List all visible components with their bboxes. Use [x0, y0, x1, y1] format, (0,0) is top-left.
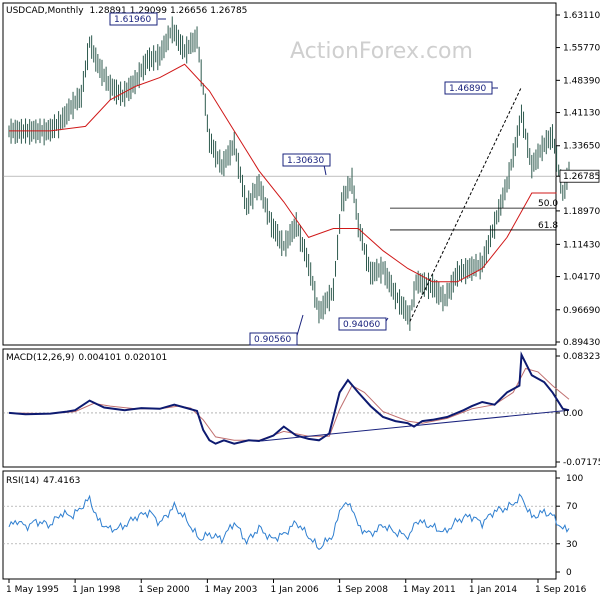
x-tick-label: 1 May 1995 [6, 585, 59, 595]
price-y-tick-label: 1.18970 [563, 207, 600, 217]
macd-y-tick-label: 0.00 [563, 409, 583, 419]
rsi-line [8, 493, 570, 551]
ohlc-high: 1.29099 [130, 6, 167, 16]
watermark: ActionForex.com [290, 39, 473, 64]
moving-average-line [9, 63, 557, 283]
x-tick-label: 1 Sep 2008 [337, 585, 389, 595]
x-tick-label: 1 Sep 2000 [138, 585, 190, 595]
macd-value: 0.004101 [78, 353, 121, 363]
rsi-y-tick-label: 30 [566, 540, 578, 550]
symbol-label: USDCAD [6, 6, 45, 16]
annotation-label: 1.61960 [114, 15, 151, 25]
price-y-tick-label: 1.33650 [563, 142, 600, 152]
annotation-box [282, 153, 331, 167]
annotation-box [249, 332, 298, 346]
annotation-box [338, 317, 387, 331]
x-tick-label: 1 May 2011 [403, 585, 456, 595]
price-panel-header: USDCAD,Monthly 1.28891 1.29099 1.26656 1.267… [6, 6, 247, 16]
x-tick-label: 1 May 2003 [204, 585, 257, 595]
rsi-y-tick-label: 0 [566, 568, 572, 578]
price-y-tick-label: 1.63110 [563, 11, 600, 21]
price-y-tick-label: 1.41130 [563, 109, 600, 119]
macd-line [8, 351, 570, 445]
ohlc-low: 1.26656 [170, 6, 207, 16]
macd-y-tick-label: -0.071752 [563, 458, 600, 468]
series-layer [8, 16, 570, 551]
price-y-tick-label: 0.96690 [563, 306, 600, 316]
x-tick-label: 1 Jan 1998 [72, 585, 120, 595]
rsi-panel-header: RSI(14) 47.4163 [6, 476, 80, 486]
annotation-label: 0.94060 [343, 320, 380, 330]
macd-label: MACD(12,26,9) [6, 353, 74, 363]
annotation-box [109, 12, 158, 26]
annotation-label: 0.90560 [254, 335, 291, 345]
last-price-marker [559, 169, 600, 183]
timeframe-label: Monthly [47, 6, 84, 16]
annotation-label: 1.30630 [287, 156, 324, 166]
rsi-y-tick-label: 100 [566, 474, 583, 484]
rsi-label: RSI(14) [6, 476, 39, 486]
projection-dashed-line [409, 86, 522, 322]
x-tick-label: 1 Jan 2014 [469, 585, 517, 595]
annotation-label: 1.46890 [449, 84, 486, 94]
price-y-tick-label: 1.55770 [563, 44, 600, 54]
x-tick-label: 1 Jan 2006 [271, 585, 319, 595]
rsi-value: 47.4163 [43, 476, 80, 486]
annotation-box [444, 81, 493, 95]
macd-y-tick-label: 0.083235 [563, 352, 600, 362]
rsi-panel-frame [2, 470, 557, 580]
price-y-tick-label: 1.04170 [563, 273, 600, 283]
macd-panel-frame [2, 348, 557, 468]
macd-trendline [261, 409, 570, 442]
macd-signal-value: 0.020101 [124, 353, 167, 363]
axes-layer: 1.63110 1.55770 1.48390 1.41130 1.33650 1.267… [6, 11, 600, 595]
price-y-tick-label: 1.11430 [563, 240, 600, 250]
macd-panel-header: MACD(12,26,9) 0.004101 0.020101 [6, 353, 167, 363]
last-price-label: 1.26785 [563, 172, 600, 182]
x-tick-label: 1 Sep 2016 [535, 585, 587, 595]
ohlc-close: 1.26785 [210, 6, 247, 16]
grid-layer [3, 175, 556, 545]
fib-level-label: 50.0 [538, 199, 558, 209]
annotation-layer: 50.0 61.8 1.61960 1.30630 0.90560 0.94060 1.46… [109, 12, 570, 442]
price-y-tick-label: 1.48390 [563, 76, 600, 86]
price-y-tick-label: 0.89430 [563, 338, 600, 348]
rsi-y-tick-label: 70 [566, 502, 578, 512]
fib-level-label: 61.8 [538, 221, 558, 231]
ohlc-open: 1.28891 [90, 6, 127, 16]
